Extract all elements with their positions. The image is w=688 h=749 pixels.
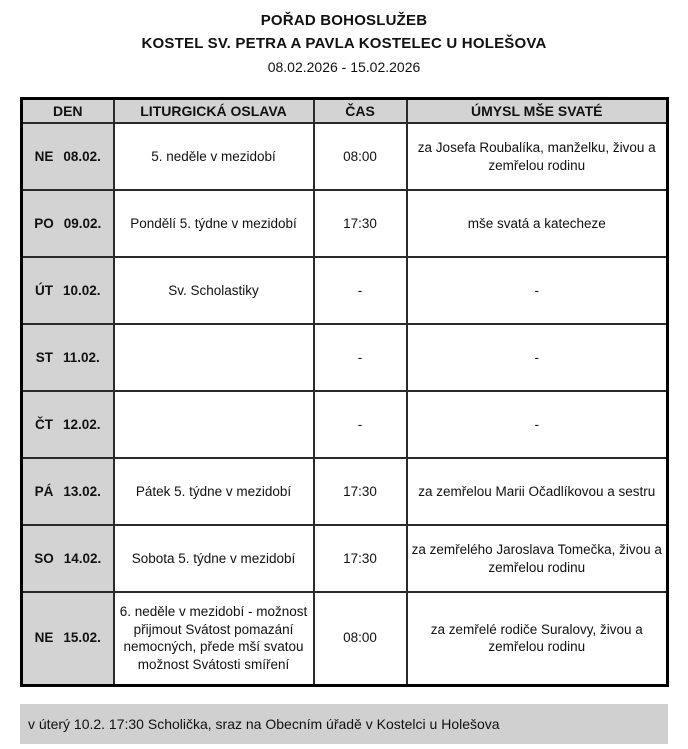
day-date: 13.02. [63,483,101,499]
church-name: KOSTEL SV. PETRA A PAVLA KOSTELEC U HOLE… [141,35,547,52]
intention-cell: za zemřelé rodiče Suralovy, živou a zemř… [405,591,669,686]
intention-cell: mše svatá a katecheze [405,189,669,258]
table-row: ČT 12.02. - - [20,390,669,459]
intention-cell: za zemřelého Jaroslava Tomečka, živou a … [405,524,669,593]
day-date: 09.02. [63,215,102,231]
intention-cell: - [405,390,669,459]
time-cell: 17:30 [312,524,408,593]
table-row: NE 15.02. 6. neděle v mezidobí - možnost… [20,591,669,686]
celebration-cell: Sobota 5. týdne v mezidobí [112,524,315,593]
day-date: 14.02. [63,550,102,566]
celebration-cell [112,390,315,459]
page-title: POŘAD BOHOSLUŽEB [260,12,428,29]
footer-note: v úterý 10.2. 17:30 Scholička, sraz na O… [28,715,500,732]
table-row: PO 09.02. Pondělí 5. týdne v mezidobí 17… [20,189,669,258]
table-row: SO 14.02. Sobota 5. týdne v mezidobí 17:… [20,524,669,593]
header-liturgicka-oslava: LITURGICKÁ OSLAVA [112,97,315,124]
celebration-cell: 6. neděle v mezidobí - možnost přijmout … [112,591,315,686]
day-cell: SO 14.02. [20,524,115,593]
day-abbr: ST [35,349,53,365]
day-abbr: PÁ [34,483,54,499]
title-block: POŘAD BOHOSLUŽEB KOSTEL SV. PETRA A PAVL… [0,0,688,75]
day-date: 12.02. [62,416,101,432]
intention-cell: za Josefa Roubalíka, manželku, živou a z… [405,122,669,191]
time-cell: 17:30 [312,457,408,526]
celebration-cell: Pondělí 5. týdne v mezidobí [112,189,315,258]
day-cell: ÚT 10.02. [20,256,115,325]
day-date: 08.02. [63,148,101,164]
day-abbr: NE [34,630,54,646]
header-row: DEN LITURGICKÁ OSLAVA ČAS ÚMYSL MŠE SVAT… [20,97,669,124]
footer-note-bar: v úterý 10.2. 17:30 Scholička, sraz na O… [20,703,668,744]
header-cas: ČAS [312,97,408,124]
day-abbr: ČT [34,416,53,432]
celebration-cell: Sv. Scholastiky [112,256,315,325]
day-date: 11.02. [62,349,100,365]
table-row: ST 11.02. - - [20,323,669,392]
date-range: 08.02.2026 - 15.02.2026 [267,59,421,75]
day-date: 15.02. [63,630,101,646]
day-cell: NE 08.02. [20,122,115,191]
time-cell: 17:30 [312,189,408,258]
day-abbr: NE [34,148,54,164]
day-cell: PÁ 13.02. [20,457,115,526]
celebration-cell: 5. neděle v mezidobí [112,122,315,191]
table-row: NE 08.02. 5. neděle v mezidobí 08:00 za … [20,122,669,191]
time-cell: - [312,323,408,392]
header-umysl: ÚMYSL MŠE SVATÉ [405,97,669,124]
day-abbr: PO [34,215,54,231]
day-cell: ČT 12.02. [20,390,115,459]
celebration-cell [112,323,315,392]
time-cell: - [312,390,408,459]
schedule-table: DEN LITURGICKÁ OSLAVA ČAS ÚMYSL MŠE SVAT… [20,97,669,687]
day-abbr: ÚT [34,282,53,298]
table-row: PÁ 13.02. Pátek 5. týdne v mezidobí 17:3… [20,457,669,526]
celebration-cell: Pátek 5. týdne v mezidobí [112,457,315,526]
intention-cell: za zemřelou Marii Očadlíkovou a sestru [405,457,669,526]
time-cell: 08:00 [312,122,408,191]
day-date: 10.02. [62,282,101,298]
time-cell: 08:00 [312,591,408,686]
day-cell: ST 11.02. [20,323,115,392]
day-cell: PO 09.02. [20,189,115,258]
intention-cell: - [405,323,669,392]
intention-cell: - [405,256,669,325]
day-abbr: SO [34,550,54,566]
header-den: DEN [20,97,115,124]
table-row: ÚT 10.02. Sv. Scholastiky - - [20,256,669,325]
day-cell: NE 15.02. [20,591,115,686]
time-cell: - [312,256,408,325]
